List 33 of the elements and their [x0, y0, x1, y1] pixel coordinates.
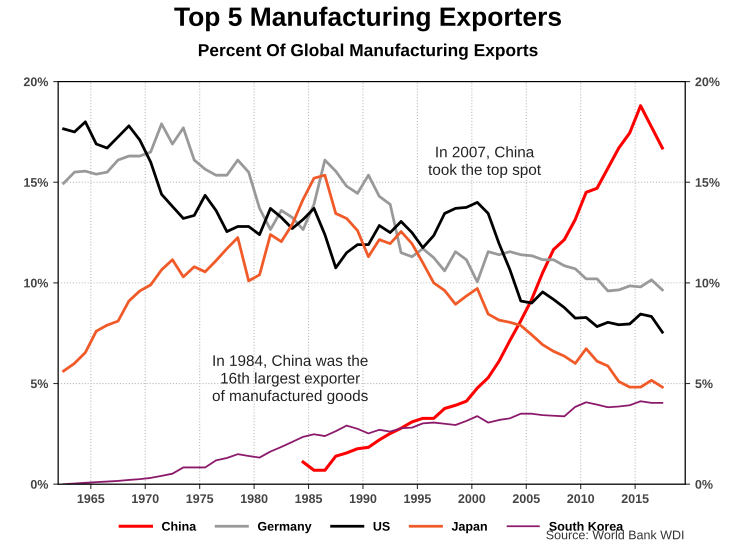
- y-tick-label: 10%: [24, 278, 48, 288]
- x-tick-label: 1990: [350, 494, 376, 504]
- y-tick-label: 20%: [24, 77, 48, 86]
- source-note: Source: World Bank WDI: [546, 530, 684, 540]
- y-tick-label: 15%: [24, 178, 48, 187]
- y2-tick-label: 15%: [696, 178, 720, 187]
- legend-label: South Korea: [549, 522, 624, 531]
- legend-label: Germany: [258, 522, 312, 534]
- legend-label: Japan: [452, 522, 487, 534]
- x-tick-label: 1995: [404, 494, 431, 504]
- annotation: In 1984, China was the 16th largest exporter of manufactured goods: [212, 354, 368, 404]
- y2-tick-label: 0%: [695, 480, 713, 489]
- y2-tick-label: 20%: [695, 77, 720, 86]
- legend-label: China: [162, 522, 196, 531]
- x-tick-label: 2015: [622, 494, 649, 504]
- x-tick-label: 1985: [295, 494, 322, 504]
- y-tick-label: 0%: [30, 480, 48, 489]
- x-tick-label: 1980: [240, 494, 268, 504]
- x-tick-label: 2010: [567, 494, 594, 504]
- y2-tick-label: 5%: [695, 379, 713, 388]
- line-series: [62, 122, 664, 292]
- x-tick-label: 1965: [78, 494, 104, 504]
- x-tick-label: 1970: [132, 494, 159, 504]
- legend-label: US: [374, 522, 390, 531]
- annotation: In 2007, China took the top spot: [428, 146, 541, 178]
- x-tick-label: 2005: [512, 494, 540, 504]
- chart-title: Top 5 Manufacturing Exporters: [174, 6, 561, 32]
- y2-tick-label: 10%: [696, 278, 720, 288]
- chart-subtitle: Percent Of Global Manufacturing Exports: [198, 44, 538, 60]
- line-series: [62, 120, 664, 334]
- y-tick-label: 5%: [30, 379, 48, 388]
- x-tick-label: 1975: [186, 494, 214, 504]
- x-tick-label: 2000: [458, 494, 486, 504]
